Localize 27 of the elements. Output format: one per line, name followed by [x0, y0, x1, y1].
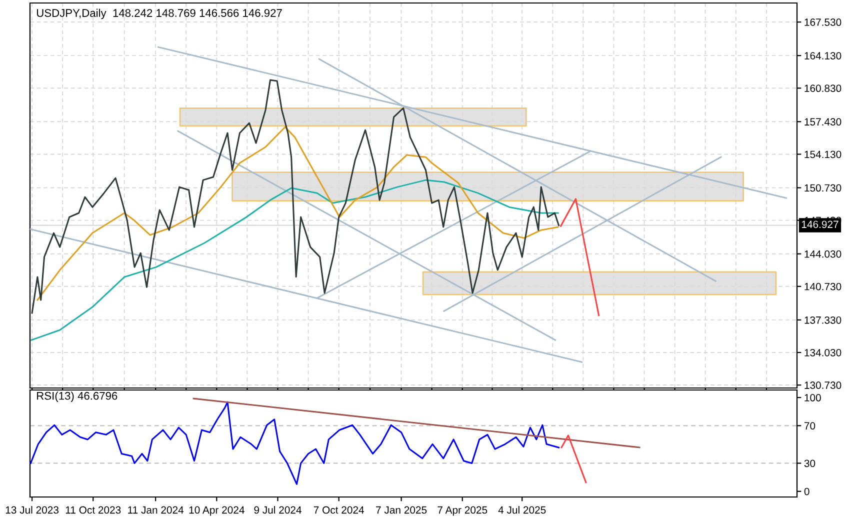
x-tick-label: 7 Apr 2025 — [438, 506, 488, 516]
chart-title: RSI(13) 46.6796 — [37, 392, 118, 402]
y-tick-label: 164.130 — [804, 52, 842, 60]
y-tick-label: 154.130 — [804, 150, 842, 158]
y-tick-label: 137.330 — [804, 316, 842, 324]
x-tick-label: 7 Oct 2024 — [314, 506, 364, 514]
y-tick-label: 140.730 — [804, 282, 842, 290]
x-tick-label: 9 Jul 2024 — [254, 506, 302, 514]
y-tick-label: 157.430 — [804, 118, 842, 126]
y-tick-label: 30 — [804, 460, 816, 468]
x-tick-label: 13 Jul 2023 — [6, 506, 59, 514]
y-tick-label: 70 — [804, 422, 816, 430]
x-tick-label: 11 Jan 2024 — [128, 506, 184, 514]
y-tick-label: 130.730 — [804, 382, 842, 389]
x-tick-label: 10 Apr 2024 — [189, 506, 244, 516]
x-tick-label: 7 Jan 2025 — [376, 506, 427, 514]
y-tick-label: 167.530 — [804, 18, 842, 26]
y-tick-label: 144.030 — [804, 250, 842, 258]
y-tick-label: 134.030 — [804, 348, 842, 356]
chart-title: USDJPY,Daily 148.242 148.769 146.566 146.927 — [36, 8, 282, 20]
y-tick-label: 160.830 — [804, 84, 842, 92]
x-tick-label: 11 Oct 2023 — [66, 506, 121, 514]
x-tick-label: 4 Jul 2025 — [498, 506, 546, 514]
y-tick-label: 150.730 — [804, 184, 842, 192]
y-tick-label: 0 — [804, 488, 810, 496]
ref-line-label: 146.927 — [802, 220, 838, 228]
y-tick-label: 100 — [804, 394, 821, 402]
